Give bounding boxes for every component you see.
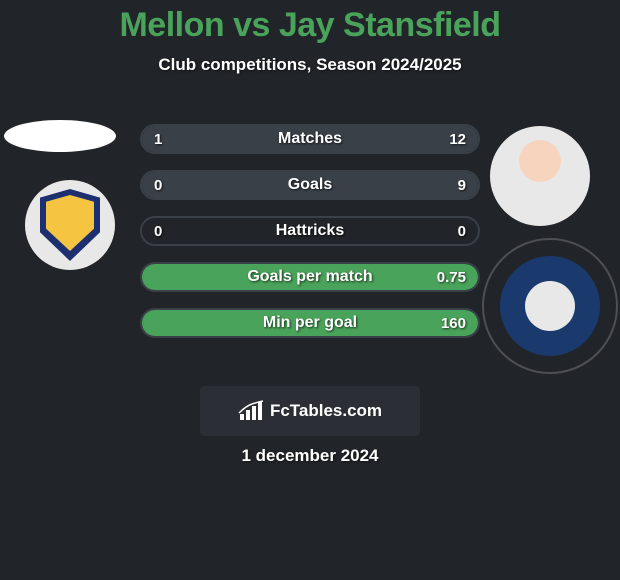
stat-value-right: 0.75 (437, 269, 466, 286)
stat-value-right: 9 (458, 177, 466, 194)
player2-photo (490, 126, 590, 226)
snapshot-date: 1 december 2024 (0, 446, 620, 466)
stat-value-right: 160 (441, 315, 466, 332)
stat-label: Hattricks (142, 222, 478, 240)
stat-row-matches: 1 Matches 12 (140, 124, 480, 154)
stat-label: Min per goal (142, 314, 478, 332)
stats-container: 1 Matches 12 0 Goals 9 0 Hattricks 0 Goa… (140, 124, 480, 354)
stat-row-goals-per-match: Goals per match 0.75 (140, 262, 480, 292)
stat-value-right: 0 (458, 223, 466, 240)
stat-value-right: 12 (449, 131, 466, 148)
player2-club-badge (500, 256, 600, 356)
shield-icon (40, 189, 100, 261)
stat-label: Goals per match (142, 268, 478, 286)
watermark-box: FcTables.com (200, 386, 420, 436)
stat-row-goals: 0 Goals 9 (140, 170, 480, 200)
shield-inner (46, 195, 94, 251)
chart-bars-icon (238, 400, 264, 422)
player1-club-badge (25, 180, 115, 270)
comparison-title: Mellon vs Jay Stansfield (0, 0, 620, 45)
stat-row-hattricks: 0 Hattricks 0 (140, 216, 480, 246)
stat-row-min-per-goal: Min per goal 160 (140, 308, 480, 338)
stat-label: Goals (142, 176, 478, 194)
football-icon (525, 281, 575, 331)
watermark-text: FcTables.com (270, 401, 382, 421)
player1-photo (4, 120, 116, 152)
comparison-subtitle: Club competitions, Season 2024/2025 (0, 55, 620, 75)
stat-label: Matches (142, 130, 478, 148)
